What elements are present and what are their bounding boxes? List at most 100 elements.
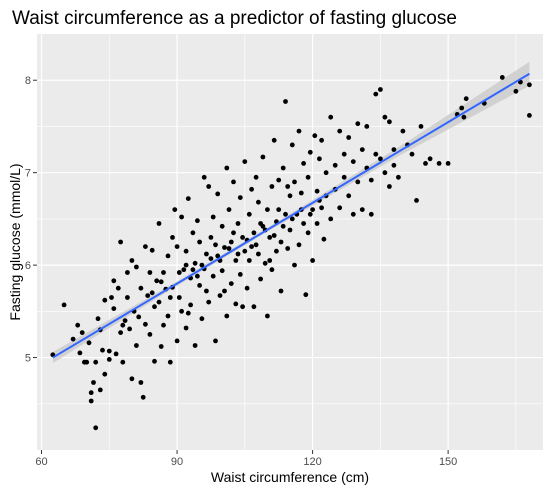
data-point (143, 244, 148, 250)
data-point (149, 290, 155, 296)
data-point (77, 350, 83, 356)
data-point (111, 278, 117, 284)
data-point (346, 135, 352, 140)
data-point (323, 170, 329, 176)
data-point (276, 177, 282, 183)
data-point (188, 302, 194, 308)
data-point (499, 75, 505, 80)
data-point (436, 161, 442, 166)
data-point (147, 270, 153, 275)
data-point (86, 340, 92, 346)
data-point (179, 214, 185, 220)
data-point (138, 285, 144, 291)
data-point (179, 308, 185, 314)
data-point (172, 207, 178, 213)
data-point (210, 214, 216, 220)
data-point (461, 114, 467, 120)
data-point (237, 195, 243, 201)
data-point (319, 205, 324, 211)
data-point (199, 316, 205, 322)
data-point (355, 179, 361, 185)
data-point (314, 221, 320, 226)
data-point (391, 147, 397, 153)
data-point (120, 359, 126, 365)
data-point (258, 221, 263, 226)
data-point (312, 133, 318, 139)
data-point (176, 295, 182, 300)
data-point (303, 292, 309, 298)
data-point (267, 258, 273, 263)
data-point (278, 239, 284, 245)
data-point (215, 253, 221, 259)
data-point (233, 301, 239, 307)
data-point (289, 142, 295, 148)
data-point (310, 207, 315, 213)
data-point (206, 299, 212, 305)
data-point (400, 128, 406, 134)
regression-line (52, 72, 530, 359)
data-point (240, 235, 246, 240)
data-point (100, 347, 105, 353)
data-point (364, 124, 370, 129)
data-point (409, 151, 415, 157)
data-point (102, 297, 108, 303)
data-point (115, 285, 121, 291)
data-point (224, 165, 230, 171)
data-point (423, 161, 428, 166)
data-point (106, 348, 112, 354)
data-point (226, 246, 232, 251)
data-point (310, 258, 315, 263)
data-point (106, 357, 112, 362)
data-point (350, 159, 356, 165)
data-point (296, 242, 302, 248)
data-point (240, 304, 246, 310)
data-point (233, 258, 239, 263)
data-point (134, 343, 139, 348)
data-point (226, 207, 232, 213)
y-tick-label: 6 (25, 260, 31, 272)
data-point (165, 253, 171, 259)
x-tick-label: 120 (303, 456, 321, 468)
data-point (183, 325, 189, 331)
data-point (527, 113, 532, 118)
data-point (246, 211, 252, 217)
data-point (181, 267, 187, 273)
data-point (341, 174, 347, 180)
data-point (278, 288, 284, 294)
data-point (328, 216, 334, 222)
data-point (242, 159, 248, 165)
data-point (359, 147, 365, 153)
data-point (368, 177, 374, 183)
data-point (61, 302, 67, 308)
data-point (337, 205, 343, 211)
data-point (418, 124, 424, 129)
data-point (373, 151, 379, 157)
data-point (249, 186, 255, 192)
data-point (156, 299, 162, 305)
data-point (287, 227, 293, 233)
data-point (224, 313, 230, 319)
data-point (314, 188, 320, 194)
data-point (305, 230, 311, 236)
data-point (102, 371, 108, 377)
data-point (280, 165, 286, 171)
data-point (213, 338, 218, 344)
data-point (197, 239, 203, 245)
data-point (201, 174, 207, 180)
data-point (136, 314, 142, 320)
data-point (463, 96, 469, 102)
data-point (208, 235, 214, 240)
chart-title: Waist circumference as a predictor of fa… (12, 8, 457, 29)
data-point (147, 332, 153, 337)
data-point (260, 154, 266, 160)
data-point (350, 211, 356, 217)
data-point (317, 156, 322, 162)
data-point (262, 260, 268, 266)
data-point (88, 390, 94, 396)
data-point (95, 316, 101, 322)
data-point (235, 221, 241, 226)
data-point (210, 273, 216, 279)
y-tick-label: 8 (25, 75, 31, 87)
data-point (206, 184, 212, 189)
